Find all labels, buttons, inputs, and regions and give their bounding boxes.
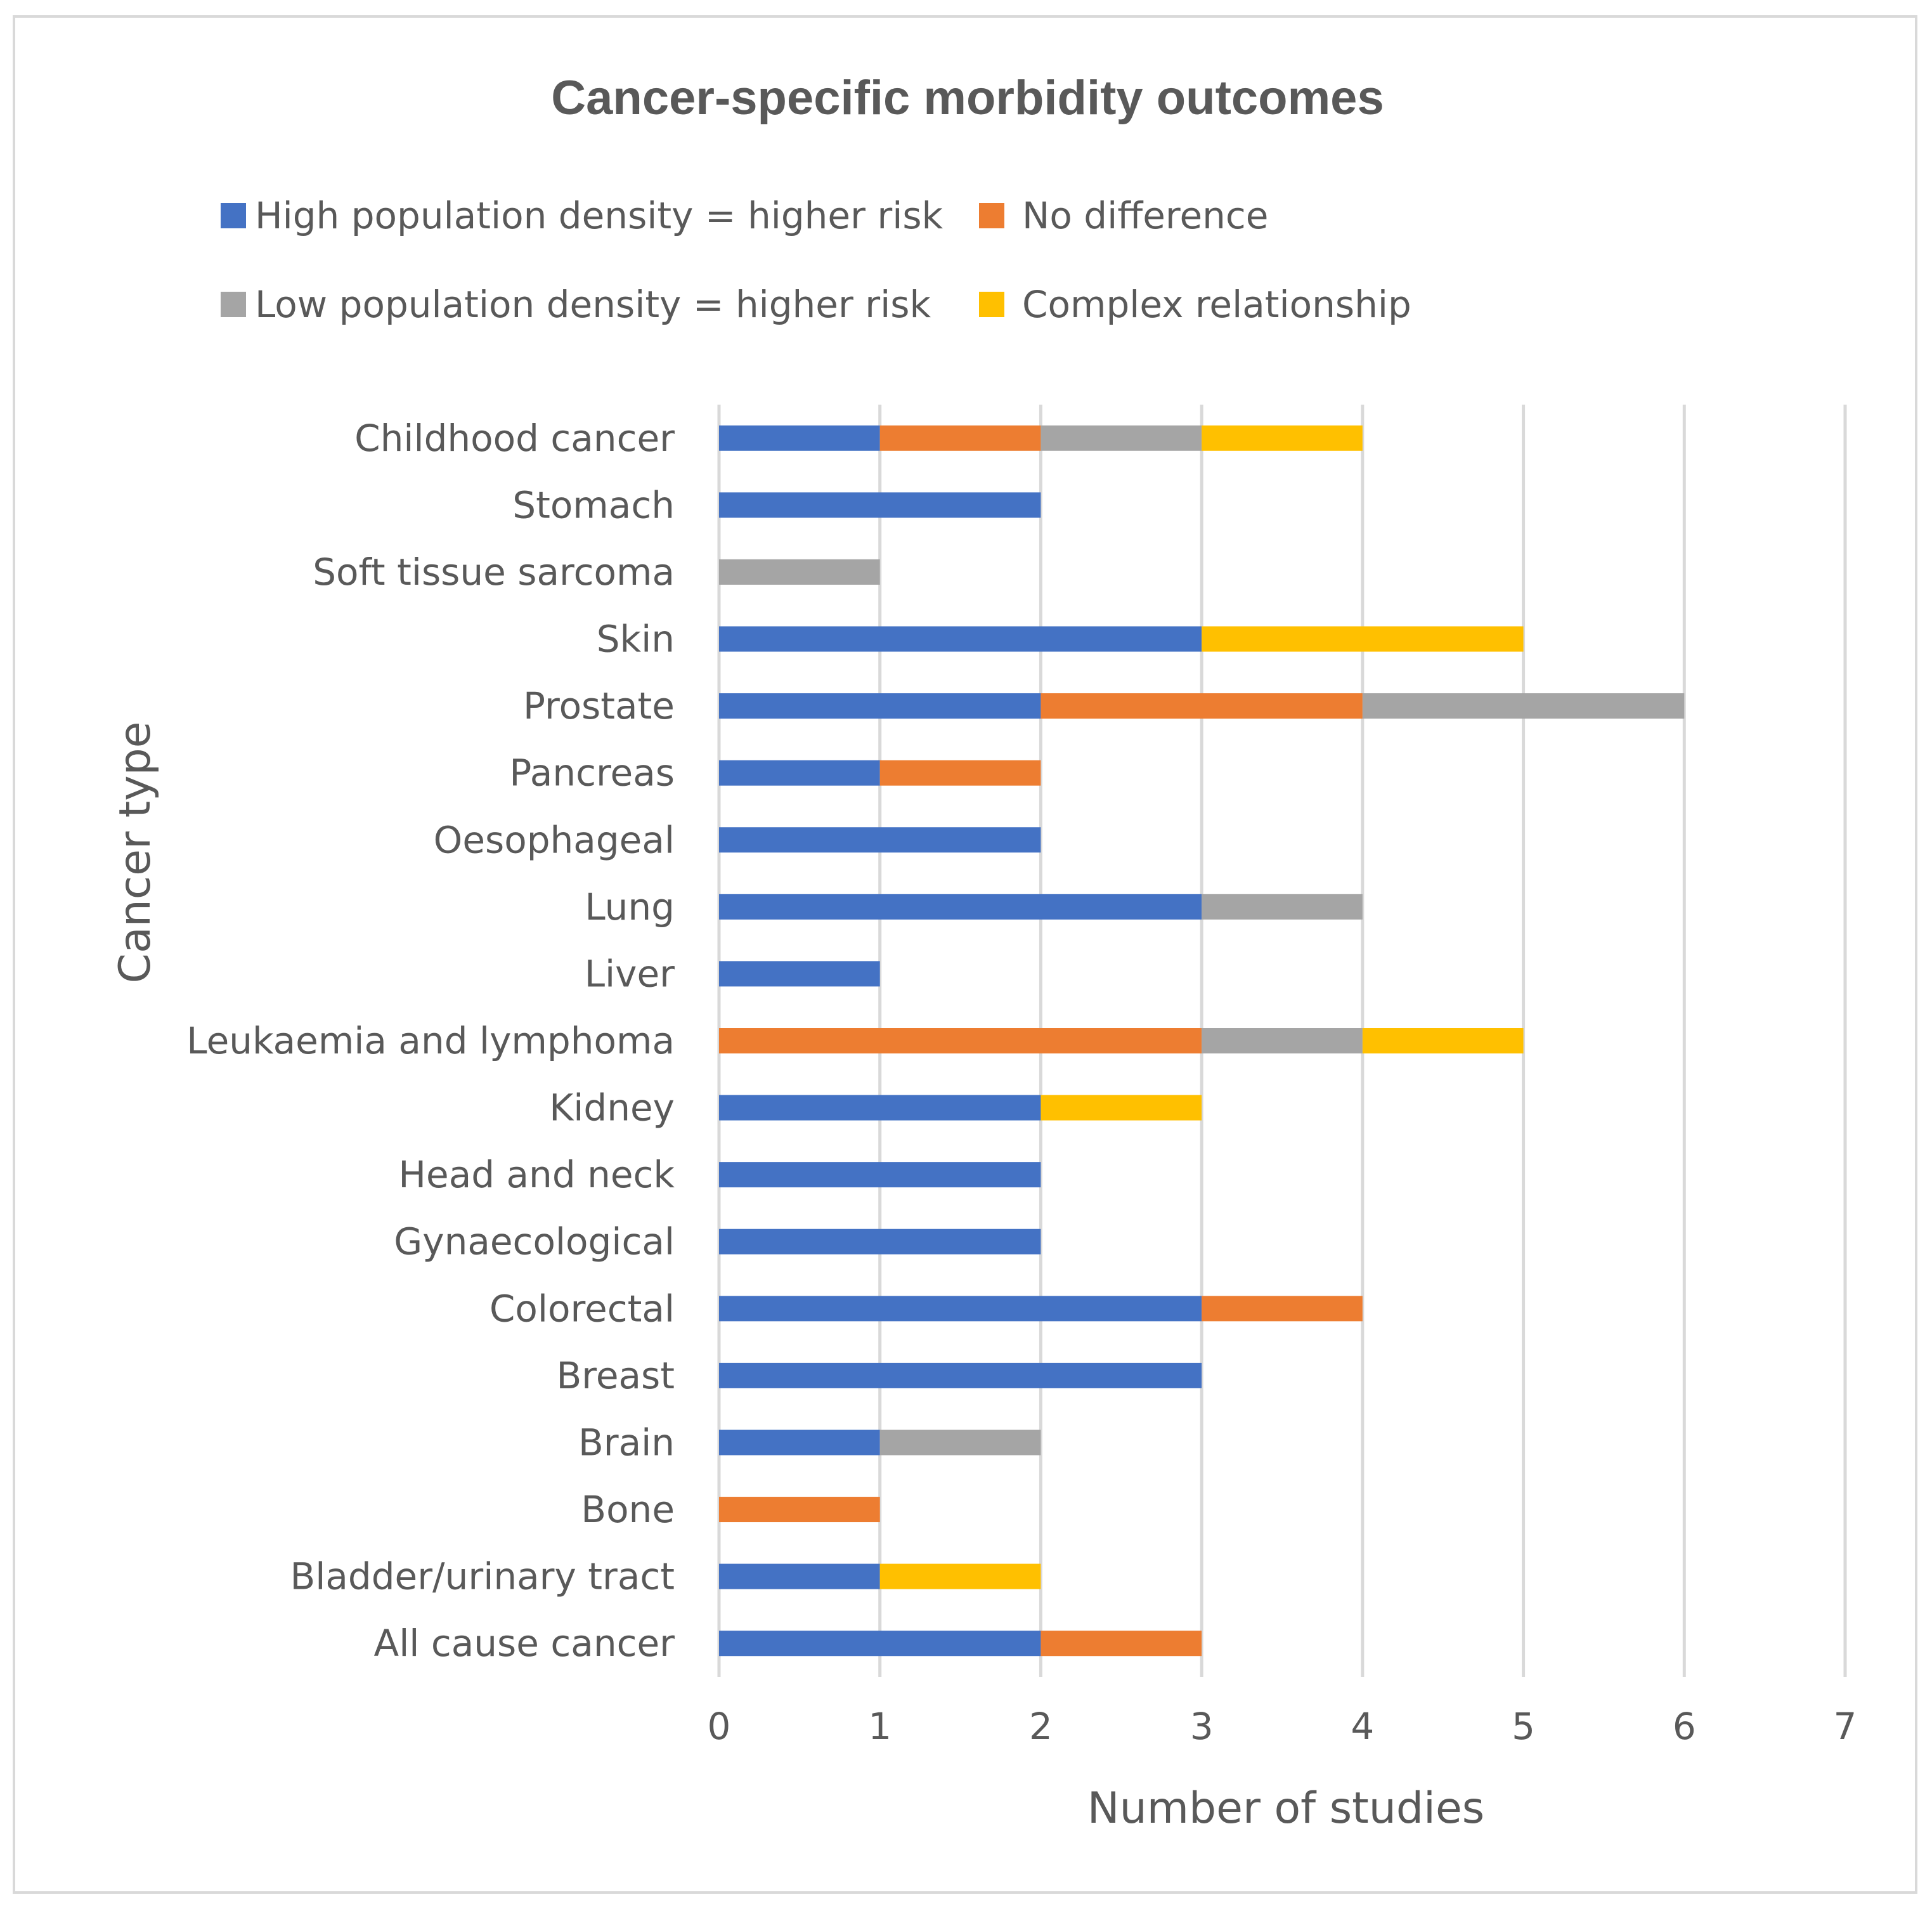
category-label-liver: Liver — [585, 952, 675, 995]
category-label-prostate: Prostate — [523, 684, 675, 727]
category-label-stomach: Stomach — [512, 483, 675, 526]
bar-brain-series-2 — [879, 1430, 1041, 1456]
x-tick-label-6: 6 — [1673, 1705, 1696, 1748]
bar-childhood-cancer-series-1 — [879, 425, 1041, 451]
category-label-all-cause-cancer: All cause cancer — [374, 1622, 675, 1665]
bar-prostate-series-1 — [1041, 693, 1363, 719]
bar-liver-series-0 — [719, 961, 880, 987]
bar-prostate-series-2 — [1362, 693, 1685, 719]
bar-soft-tissue-sarcoma-series-2 — [719, 559, 880, 585]
category-label-leukaemia-and-lymphoma: Leukaemia and lymphoma — [186, 1019, 675, 1062]
bar-oesophageal-series-0 — [719, 827, 1041, 853]
bar-all-cause-cancer-series-0 — [719, 1631, 1041, 1657]
category-label-pancreas: Pancreas — [509, 752, 675, 795]
bar-stomach-series-0 — [719, 492, 1041, 518]
category-label-brain: Brain — [578, 1421, 675, 1464]
bar-head-and-neck-series-0 — [719, 1162, 1041, 1188]
legend-label-high-density: High population density = higher risk — [255, 194, 943, 237]
legend-swatch-low-density — [221, 292, 246, 317]
category-label-kidney: Kidney — [549, 1086, 675, 1130]
legend-label-low-density: Low population density = higher risk — [255, 283, 931, 326]
bar-childhood-cancer-series-0 — [719, 425, 880, 451]
category-label-soft-tissue-sarcoma: Soft tissue sarcoma — [313, 551, 675, 594]
bar-skin-series-3 — [1202, 626, 1524, 652]
chart-frame: Cancer-specific morbidity outcomes High … — [13, 15, 1917, 1894]
y-axis-title: Cancer type — [110, 722, 160, 984]
legend-swatch-no-difference — [979, 203, 1004, 228]
x-tick-label-1: 1 — [868, 1705, 891, 1748]
category-labels: All cause cancer Bladder/urinary tract Bon… — [186, 417, 675, 1665]
bar-bladder-urinary-tract-series-3 — [879, 1563, 1041, 1589]
bar-brain-series-0 — [719, 1430, 880, 1456]
category-label-colorectal: Colorectal — [489, 1287, 675, 1330]
category-label-oesophageal: Oesophageal — [434, 818, 675, 861]
x-tick-labels: 0 1 2 3 4 5 6 7 — [708, 1705, 1857, 1748]
bar-leukaemia-and-lymphoma-series-1 — [719, 1028, 1202, 1053]
x-tick-label-3: 3 — [1190, 1705, 1214, 1748]
bar-prostate-series-0 — [719, 693, 1041, 719]
bar-pancreas-series-0 — [719, 760, 880, 786]
bar-childhood-cancer-series-3 — [1202, 425, 1363, 451]
bar-lung-series-0 — [719, 894, 1202, 920]
category-label-gynaecological: Gynaecological — [394, 1220, 675, 1263]
category-label-bladder-urinary-tract: Bladder/urinary tract — [290, 1555, 675, 1598]
bar-pancreas-series-1 — [879, 760, 1041, 786]
bar-kidney-series-3 — [1041, 1095, 1202, 1121]
category-label-lung: Lung — [585, 885, 675, 928]
bar-kidney-series-0 — [719, 1095, 1041, 1121]
bar-colorectal-series-0 — [719, 1296, 1202, 1322]
x-axis-title: Number of studies — [1087, 1783, 1484, 1834]
bar-all-cause-cancer-series-1 — [1041, 1631, 1202, 1657]
category-label-head-and-neck: Head and neck — [398, 1153, 675, 1196]
legend-label-complex: Complex relationship — [1022, 283, 1411, 326]
bar-bladder-urinary-tract-series-0 — [719, 1563, 880, 1589]
chart-title: Cancer-specific morbidity outcomes — [551, 71, 1384, 125]
bar-colorectal-series-1 — [1202, 1296, 1363, 1322]
category-label-skin: Skin — [597, 618, 675, 661]
x-tick-label-4: 4 — [1351, 1705, 1374, 1748]
chart-canvas: Cancer-specific morbidity outcomes High … — [110, 71, 1857, 1834]
bar-bone-series-1 — [719, 1497, 880, 1523]
bar-leukaemia-and-lymphoma-series-2 — [1202, 1028, 1363, 1053]
legend-swatch-complex — [979, 292, 1004, 317]
bar-gynaecological-series-0 — [719, 1228, 1041, 1254]
category-label-bone: Bone — [581, 1488, 675, 1531]
bar-lung-series-2 — [1202, 894, 1363, 920]
category-label-childhood-cancer: Childhood cancer — [354, 417, 675, 460]
x-tick-label-0: 0 — [708, 1705, 731, 1748]
legend-swatch-high-density — [221, 203, 246, 228]
bars — [719, 425, 1685, 1657]
bar-skin-series-0 — [719, 626, 1202, 652]
x-tick-label-5: 5 — [1512, 1705, 1535, 1748]
x-tick-label-7: 7 — [1834, 1705, 1857, 1748]
bar-breast-series-0 — [719, 1362, 1202, 1388]
x-tick-label-2: 2 — [1029, 1705, 1053, 1748]
bar-leukaemia-and-lymphoma-series-3 — [1362, 1028, 1524, 1053]
bar-childhood-cancer-series-2 — [1041, 425, 1202, 451]
category-label-breast: Breast — [556, 1354, 675, 1397]
legend: High population density = higher risk No… — [221, 194, 1411, 326]
legend-label-no-difference: No difference — [1022, 194, 1268, 237]
